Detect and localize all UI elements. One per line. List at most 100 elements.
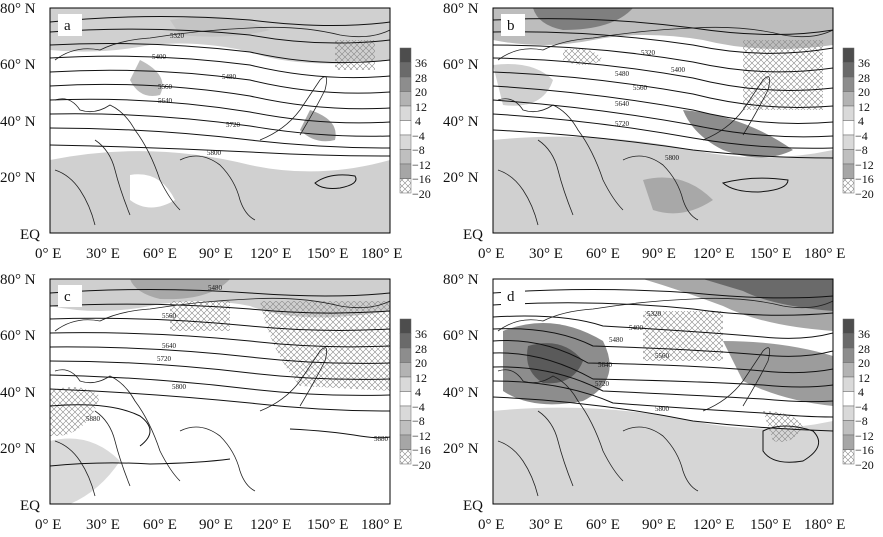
colorbar-swatch bbox=[842, 318, 855, 334]
x-axis-label: 120° E bbox=[693, 246, 734, 262]
colorbar-label: −4 bbox=[412, 400, 425, 414]
contour-label: 5400 bbox=[671, 66, 686, 74]
colorbar-label: 20 bbox=[858, 85, 870, 99]
colorbar-swatch bbox=[842, 391, 855, 407]
colorbar-swatch bbox=[842, 449, 855, 465]
colorbar-swatch bbox=[842, 47, 855, 63]
y-axis-label: 80° N bbox=[443, 272, 479, 288]
colorbar-label: 36 bbox=[415, 56, 427, 70]
map-panel-b: 5320 5400 5480 5560 5640 5720 5800 b 80°… bbox=[443, 0, 879, 263]
contour-label: 5880 bbox=[86, 415, 101, 423]
colorbar-label: −16 bbox=[412, 443, 431, 457]
colorbar: 36 28 20 12 4 −4 −8 −12 −16 −20 bbox=[399, 318, 431, 472]
colorbar-label: 20 bbox=[858, 356, 870, 370]
map-panel-d: 5320 5400 5480 5560 5640 5720 5800 d 80°… bbox=[443, 271, 879, 534]
y-axis-label: 60° N bbox=[0, 328, 36, 344]
contour-label: 5480 bbox=[609, 336, 624, 344]
colorbar-swatch bbox=[399, 47, 412, 63]
colorbar-label: −20 bbox=[855, 458, 874, 472]
colorbar-swatch bbox=[399, 449, 412, 465]
panel-label-box bbox=[58, 285, 82, 307]
y-axis-label: 80° N bbox=[0, 272, 36, 288]
colorbar-swatch bbox=[399, 434, 412, 450]
y-axis-label: EQ bbox=[20, 227, 40, 243]
map-svg-c: 5480 5560 5640 5720 5800 5880 5880 c 80°… bbox=[0, 272, 431, 533]
x-axis-label: 30° E bbox=[86, 517, 120, 533]
colorbar: 36 28 20 12 4 −4 −8 −12 −16 −20 bbox=[842, 47, 874, 201]
panel-label: b bbox=[507, 18, 515, 34]
colorbar-label: 28 bbox=[858, 342, 870, 356]
x-axis-labels: 0° E 30° E 60° E 90° E 120° E 150° E 180… bbox=[478, 517, 845, 533]
contour-label: 5560 bbox=[158, 83, 173, 91]
x-axis-label: 150° E bbox=[750, 517, 791, 533]
x-axis-label: 150° E bbox=[750, 246, 791, 262]
contour-layer bbox=[50, 15, 390, 189]
y-axis-label: 20° N bbox=[0, 170, 36, 186]
x-axis-labels: 0° E 30° E 60° E 90° E 120° E 150° E 180… bbox=[35, 517, 402, 533]
y-axis-label: 40° N bbox=[0, 385, 36, 401]
colorbar-swatch bbox=[842, 105, 855, 121]
contour-label: 5880 bbox=[374, 435, 389, 443]
contour-layer bbox=[493, 289, 833, 463]
x-axis-label: 30° E bbox=[86, 246, 120, 262]
colorbar-label: 4 bbox=[415, 385, 421, 399]
colorbar-label: −20 bbox=[412, 458, 431, 472]
contour-label: 5800 bbox=[655, 405, 670, 413]
contour-labels: 5320 5400 5480 5560 5640 5720 5800 bbox=[615, 49, 686, 162]
contour-label: 5640 bbox=[598, 361, 613, 369]
contour-label: 5480 bbox=[222, 73, 237, 81]
colorbar-swatch bbox=[842, 120, 855, 136]
y-axis-label: 60° N bbox=[443, 328, 479, 344]
colorbar-swatch bbox=[842, 376, 855, 392]
panel-label-box bbox=[501, 14, 525, 36]
x-axis-label: 180° E bbox=[361, 517, 402, 533]
map-panel-a: 5320 5400 5480 5560 5640 5720 5800 a 80°… bbox=[0, 0, 436, 263]
contour-label: 5720 bbox=[157, 355, 172, 363]
x-axis-label: 30° E bbox=[529, 517, 563, 533]
map-panel-c: 5480 5560 5640 5720 5800 5880 5880 c 80°… bbox=[0, 271, 436, 534]
y-axis-label: 40° N bbox=[443, 385, 479, 401]
x-axis-label: 120° E bbox=[250, 246, 291, 262]
x-axis-labels: 0° E 30° E 60° E 90° E 120° E 150° E 180… bbox=[478, 246, 845, 262]
y-axis-label: 80° N bbox=[0, 1, 36, 17]
contour-layer bbox=[50, 289, 390, 467]
colorbar-label: 12 bbox=[858, 100, 870, 114]
contour-label: 5320 bbox=[170, 32, 185, 40]
map-svg-b: 5320 5400 5480 5560 5640 5720 5800 b 80°… bbox=[443, 1, 874, 262]
colorbar-label: 12 bbox=[858, 371, 870, 385]
colorbar-swatch bbox=[842, 134, 855, 150]
y-axis-labels: 80° N 60° N 40° N 20° N EQ bbox=[443, 272, 483, 514]
colorbar-swatch bbox=[399, 105, 412, 121]
colorbar-swatch bbox=[399, 149, 412, 165]
colorbar-label: −8 bbox=[855, 414, 868, 428]
contour-label: 5800 bbox=[172, 383, 187, 391]
x-axis-label: 60° E bbox=[143, 246, 177, 262]
colorbar-label: 28 bbox=[415, 342, 427, 356]
colorbar-swatch bbox=[842, 405, 855, 421]
panel-label: d bbox=[507, 289, 515, 305]
colorbar-label: −12 bbox=[855, 158, 874, 172]
y-axis-labels: 80° N 60° N 40° N 20° N EQ bbox=[443, 1, 483, 243]
contour-label: 5720 bbox=[226, 121, 241, 129]
y-axis-label: EQ bbox=[463, 227, 483, 243]
colorbar-swatch bbox=[842, 91, 855, 107]
y-axis-label: 20° N bbox=[443, 441, 479, 457]
colorbar-swatch bbox=[842, 76, 855, 92]
colorbar-label: −4 bbox=[412, 129, 425, 143]
colorbar-swatch bbox=[842, 434, 855, 450]
x-axis-label: 60° E bbox=[586, 246, 620, 262]
y-axis-labels: 80° N 60° N 40° N 20° N EQ bbox=[0, 1, 40, 243]
contour-label: 5720 bbox=[595, 380, 610, 388]
x-axis-label: 90° E bbox=[642, 246, 676, 262]
panel-label-box bbox=[501, 285, 525, 307]
y-axis-label: 60° N bbox=[443, 57, 479, 73]
colorbar-swatch bbox=[399, 163, 412, 179]
x-axis-label: 30° E bbox=[529, 246, 563, 262]
colorbar-label: 20 bbox=[415, 356, 427, 370]
colorbar-label: −4 bbox=[855, 129, 868, 143]
colorbar-label: 4 bbox=[858, 114, 864, 128]
x-axis-label: 180° E bbox=[361, 246, 402, 262]
colorbar-swatch bbox=[842, 347, 855, 363]
map-svg-a: 5320 5400 5480 5560 5640 5720 5800 a 80°… bbox=[0, 1, 431, 262]
x-axis-label: 90° E bbox=[199, 517, 233, 533]
